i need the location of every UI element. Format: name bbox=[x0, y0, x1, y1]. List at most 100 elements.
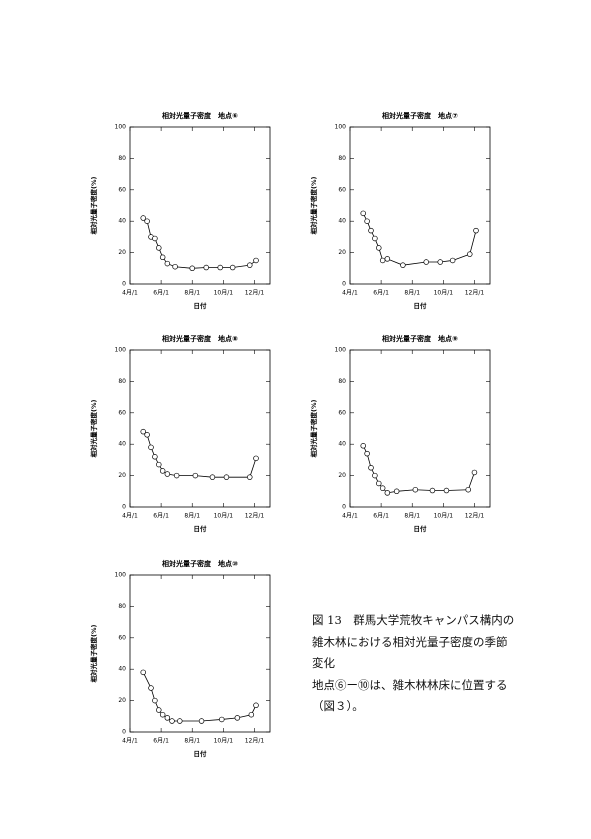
y-tick-label: 60 bbox=[118, 186, 126, 193]
x-tick-label: 8月/1 bbox=[184, 513, 200, 520]
data-point bbox=[376, 480, 382, 487]
x-tick-label: 6月/1 bbox=[153, 738, 169, 745]
y-tick-label: 0 bbox=[342, 281, 346, 288]
x-tick-label: 8月/1 bbox=[184, 290, 200, 297]
y-tick-label: 20 bbox=[118, 697, 126, 704]
x-tick-label: 10月/1 bbox=[214, 290, 234, 297]
data-point bbox=[229, 264, 236, 271]
data-point bbox=[372, 472, 378, 479]
data-point bbox=[364, 218, 370, 224]
x-axis-label: 日付 bbox=[194, 524, 208, 533]
y-axis-label: 相対光量子密度(%) bbox=[89, 177, 98, 235]
chart-title: 相対光量子密度 地点⑧ bbox=[162, 334, 238, 343]
y-tick-label: 40 bbox=[118, 666, 126, 673]
plot-frame bbox=[129, 574, 271, 733]
y-tick-label: 20 bbox=[338, 472, 346, 479]
data-point bbox=[152, 454, 158, 460]
y-tick-label: 40 bbox=[118, 218, 126, 225]
data-point bbox=[248, 711, 255, 718]
x-axis-label: 日付 bbox=[194, 301, 208, 310]
caption-line: 図 13 群馬大学荒牧キャンパス構内の bbox=[312, 613, 515, 627]
caption-line: 地点⑥ー⑩は、雑木林林床に位置する bbox=[312, 677, 508, 692]
x-tick-label: 6月/1 bbox=[373, 290, 389, 297]
data-point bbox=[156, 461, 162, 468]
data-point bbox=[219, 716, 225, 723]
x-axis-label: 日付 bbox=[194, 749, 208, 758]
y-tick-label: 80 bbox=[118, 603, 126, 610]
y-tick-label: 60 bbox=[338, 409, 346, 416]
chart: 相対光量子密度 地点⑩ 日付 相対光量子密度(%) 0 20 40 60 80 100 4月/1 6… bbox=[89, 559, 271, 758]
data-point bbox=[148, 444, 154, 451]
chart-title: 相対光量子密度 地点⑩ bbox=[162, 559, 238, 568]
x-tick-label: 4月/1 bbox=[122, 290, 138, 297]
x-axis-label: 日付 bbox=[414, 301, 428, 310]
y-tick-label: 100 bbox=[335, 347, 347, 354]
y-tick-label: 60 bbox=[118, 409, 126, 416]
data-point bbox=[159, 254, 166, 261]
y-axis-label: 相対光量子密度(%) bbox=[309, 400, 318, 458]
data-point bbox=[223, 474, 230, 480]
chart-title: 相対光量子密度 地点⑥ bbox=[162, 111, 238, 120]
caption-line: 雑木林における相対光量子密度の季節 bbox=[312, 634, 508, 649]
data-point bbox=[159, 711, 166, 718]
y-tick-label: 100 bbox=[335, 124, 347, 131]
y-tick-label: 0 bbox=[122, 281, 126, 288]
data-point bbox=[368, 465, 374, 471]
data-point bbox=[173, 472, 180, 479]
x-tick-label: 12月/1 bbox=[465, 290, 485, 297]
data-point bbox=[473, 227, 479, 234]
data-line bbox=[362, 213, 477, 266]
data-point bbox=[140, 669, 146, 676]
data-point bbox=[140, 215, 146, 221]
data-point bbox=[144, 432, 150, 438]
x-tick-label: 6月/1 bbox=[153, 290, 169, 297]
data-point bbox=[156, 707, 162, 713]
x-tick-label: 12月/1 bbox=[245, 738, 265, 745]
data-point bbox=[368, 227, 374, 234]
data-point bbox=[384, 490, 391, 496]
y-tick-label: 80 bbox=[118, 378, 126, 385]
x-tick-label: 6月/1 bbox=[373, 513, 389, 520]
data-point bbox=[372, 235, 378, 242]
data-point bbox=[253, 702, 259, 709]
data-point bbox=[423, 259, 429, 265]
data-point bbox=[471, 469, 478, 476]
caption: 図 13 群馬大学荒牧キャンパス構内の 雑木林における相対光量子密度の季節 変化… bbox=[312, 610, 582, 718]
data-point bbox=[449, 257, 456, 264]
plot-frame bbox=[349, 349, 491, 508]
y-tick-label: 60 bbox=[118, 634, 126, 641]
y-tick-label: 0 bbox=[342, 504, 346, 511]
plot-frame bbox=[349, 126, 491, 285]
data-point bbox=[437, 259, 443, 265]
caption-line: （図３）。 bbox=[312, 699, 364, 713]
y-axis-label: 相対光量子密度(%) bbox=[89, 625, 98, 683]
y-tick-label: 40 bbox=[338, 441, 346, 448]
data-point bbox=[192, 472, 199, 479]
x-tick-label: 10月/1 bbox=[214, 513, 234, 520]
x-tick-label: 8月/1 bbox=[404, 513, 420, 520]
data-point bbox=[159, 468, 166, 474]
data-line bbox=[142, 217, 257, 269]
plot-frame bbox=[129, 349, 271, 508]
data-point bbox=[203, 264, 209, 271]
data-point bbox=[360, 443, 366, 449]
y-tick-label: 20 bbox=[118, 472, 126, 479]
x-tick-label: 4月/1 bbox=[122, 738, 138, 745]
x-tick-label: 12月/1 bbox=[465, 513, 485, 520]
y-tick-label: 0 bbox=[122, 504, 126, 511]
x-tick-label: 4月/1 bbox=[122, 513, 138, 520]
data-point bbox=[467, 251, 473, 257]
data-point bbox=[379, 485, 386, 491]
y-tick-label: 80 bbox=[118, 155, 126, 162]
x-tick-label: 12月/1 bbox=[245, 290, 265, 297]
chart: 相対光量子密度 地点⑥ 日付 相対光量子密度(%) 0 20 40 60 80 100 4月/1 6… bbox=[89, 111, 271, 310]
data-point bbox=[164, 715, 171, 721]
y-tick-label: 100 bbox=[115, 347, 127, 354]
data-point bbox=[144, 218, 150, 224]
data-point bbox=[247, 474, 253, 480]
data-point bbox=[393, 488, 400, 495]
plot-frame bbox=[129, 126, 271, 285]
chart-title: 相対光量子密度 地点⑦ bbox=[382, 111, 458, 120]
